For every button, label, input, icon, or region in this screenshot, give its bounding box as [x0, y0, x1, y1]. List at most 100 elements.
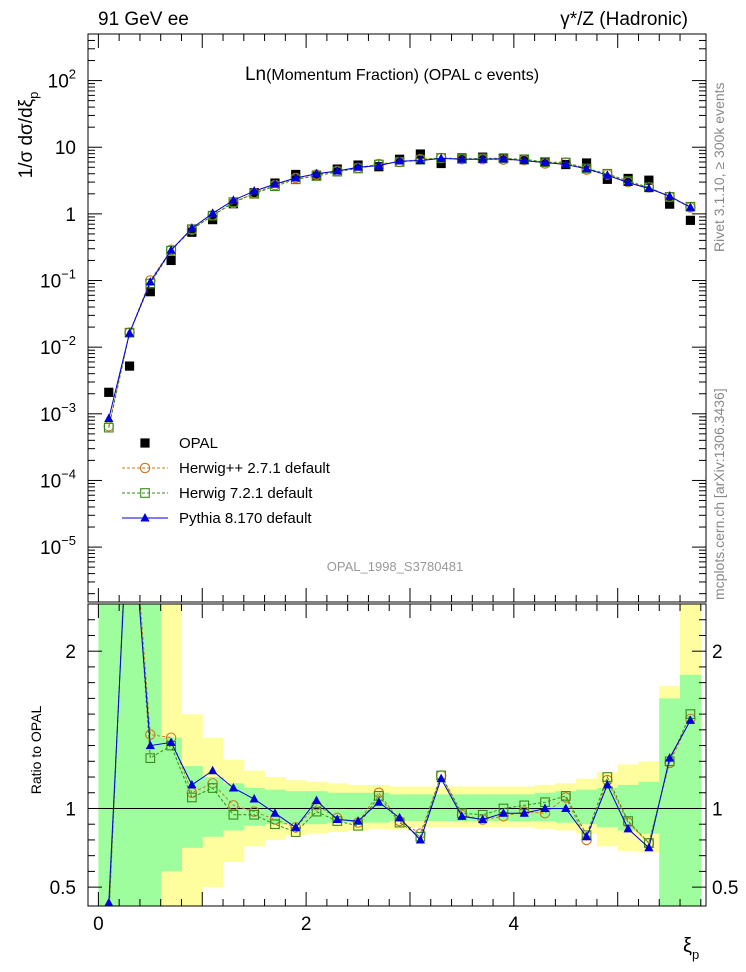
ratio-band-stat — [576, 789, 598, 825]
main-ytick-base: 10 — [40, 405, 61, 426]
legend-item-herwig-7-2-1-default: Herwig 7.2.1 default — [122, 485, 313, 502]
watermark: OPAL_1998_S3780481 — [327, 559, 463, 574]
ratio-ylabel: Ratio to OPAL — [28, 706, 44, 795]
ratio-band-stat — [659, 698, 681, 906]
main-ytick-label: 102 — [48, 67, 76, 93]
data-point-opal — [665, 199, 675, 209]
x-axis-label-text: ξ — [683, 935, 692, 957]
ratio-point-pythia-8-170-default — [665, 753, 675, 762]
data-point-pythia-8-170-default — [353, 162, 363, 171]
data-point-pythia-8-170-default — [665, 191, 675, 200]
mcplots-info: mcplots.cern.ch [arXiv:1306.3436] — [711, 388, 727, 600]
main-ytick-label: 1 — [65, 205, 76, 226]
ratio-point-pythia-8-170-default — [125, 473, 134, 482]
x-axis-label-sub: p — [692, 947, 699, 962]
main-ytick-exp: −4 — [61, 466, 76, 481]
ratio-point-pythia-8-170-default — [208, 765, 218, 775]
main-ytick-base: 10 — [40, 338, 61, 359]
data-point-opal — [644, 175, 654, 185]
main-ytick-exp: 2 — [69, 67, 76, 82]
main-ytick-label: 10−2 — [40, 333, 76, 359]
ratio-point-herwig-7-2-1-default — [560, 791, 571, 801]
data-point-pythia-8-170-default — [478, 154, 488, 163]
data-point-herwig-7-2-1-default — [103, 422, 114, 433]
rivet-info: Rivet 3.1.10, ≥ 300k events — [711, 82, 727, 252]
legend-item-herwig-2-7-1-default: Herwig++ 2.7.1 default — [122, 460, 331, 477]
main-ylabel: 1/σ dσ/dξp — [16, 92, 41, 179]
data-point-pythia-8-170-default — [561, 159, 571, 169]
ratio-point-herwig-2-7-1-default — [145, 729, 156, 740]
legend-marker-pythia-8-170-default — [140, 513, 150, 522]
data-point-opal — [187, 227, 197, 237]
data-point-pythia-8-170-default — [228, 195, 239, 204]
main-frame — [87, 33, 707, 603]
data-point-pythia-8-170-default — [415, 155, 425, 165]
ratio-point-pythia-8-170-default — [353, 816, 363, 825]
data-point-pythia-8-170-default — [187, 223, 197, 232]
main-ytick-label: 10−4 — [40, 466, 76, 492]
ratio-band-stat — [472, 794, 494, 822]
ratio-point-pythia-8-170-default — [104, 897, 114, 906]
main-title-prefix: Ln — [245, 64, 266, 85]
legend-label-herwig-7-2-1-default: Herwig 7.2.1 default — [179, 485, 313, 502]
ratio-band-stat — [181, 766, 203, 848]
legend-label-opal: OPAL — [179, 435, 218, 452]
main-ytick-exp: −2 — [61, 333, 76, 348]
series-line-herwig-7-2-1-default — [108, 157, 691, 428]
ratio-frame — [87, 603, 707, 907]
ratio-ytick-label-right: 1 — [712, 799, 723, 820]
ratio-point-pythia-8-170-default — [291, 822, 301, 831]
data-point-pythia-8-170-default — [208, 208, 218, 217]
data-point-pythia-8-170-default — [270, 179, 280, 188]
main-title-text: (Momentum Fraction) (OPAL c events) — [266, 67, 539, 84]
series-herwig-2-7-1-default — [103, 152, 696, 432]
data-point-opal — [685, 215, 696, 225]
ratio-point-herwig-7-2-1-default — [207, 783, 218, 793]
data-point-pythia-8-170-default — [124, 328, 135, 337]
header-right-label: γ*/Z (Hadronic) — [560, 9, 688, 30]
data-point-pythia-8-170-default — [291, 173, 301, 182]
ratio-point-pythia-8-170-default — [602, 779, 612, 789]
ratio-band-stat — [202, 777, 224, 837]
ratio-point-pythia-8-170-default — [145, 740, 155, 750]
ratio-band-stat — [285, 791, 307, 825]
header-left-label: 91 GeV ee — [98, 9, 189, 30]
legend-label-herwig-2-7-1-default: Herwig++ 2.7.1 default — [179, 460, 331, 477]
legend-marker-herwig-7-2-1-default — [140, 488, 150, 498]
ratio-point-herwig-2-7-1-default — [125, 458, 134, 467]
main-plot-area — [103, 149, 696, 433]
ratio-ytick-label-left: 1 — [65, 799, 76, 820]
data-point-opal — [436, 158, 446, 169]
data-point-pythia-8-170-default — [374, 160, 384, 170]
main-ytick-label: 10−5 — [40, 533, 76, 559]
ratio-point-pythia-8-170-default — [644, 842, 654, 852]
ratio-point-herwig-7-2-1-default — [187, 792, 197, 803]
ratio-band-stat — [223, 783, 245, 831]
data-point-opal — [104, 387, 114, 397]
data-point-pythia-8-170-default — [540, 157, 550, 166]
main-title: Ln(Momentum Fraction) (OPAL c events) — [245, 64, 539, 85]
ratio-plot-area — [104, 458, 696, 923]
legend: OPAL Herwig++ 2.7.1 default Herwig 7.2.1 d… — [122, 435, 331, 527]
legend-marker-herwig-2-7-1-default — [139, 462, 151, 474]
data-point-pythia-8-170-default — [394, 156, 405, 165]
x-tick-label: 0 — [93, 914, 104, 935]
data-point-opal — [145, 287, 155, 297]
ratio-band-stat — [264, 789, 286, 825]
ratio-point-herwig-7-2-1-default — [104, 914, 113, 923]
legend-label-pythia-8-170-default: Pythia 8.170 default — [179, 510, 312, 527]
series-opal — [104, 149, 696, 397]
ratio-band-stat — [638, 781, 660, 834]
main-ytick-base: 10 — [48, 72, 69, 93]
main-ylabel-sub: p — [26, 92, 41, 99]
ratio-point-herwig-2-7-1-default — [104, 912, 113, 921]
legend-marker-opal — [140, 438, 150, 448]
ratio-point-pythia-8-170-default — [228, 783, 239, 792]
ratio-point-pythia-8-170-default — [478, 814, 488, 823]
series-pythia-8-170-default — [104, 153, 696, 423]
data-point-opal — [166, 255, 176, 266]
data-point-pythia-8-170-default — [332, 165, 342, 175]
ratio-point-pythia-8-170-default — [436, 773, 446, 783]
